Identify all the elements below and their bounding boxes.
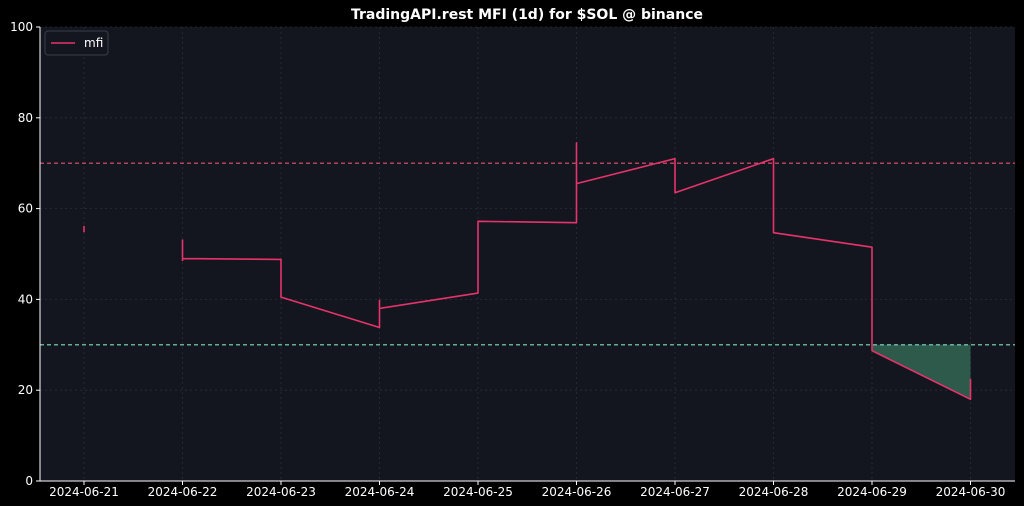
legend-box	[44, 30, 109, 56]
grid	[40, 26, 1015, 482]
threshold-lines	[40, 162, 1015, 346]
x-tick-label: 2024-06-28	[739, 485, 809, 499]
axes	[39, 27, 1015, 482]
legend-label-mfi: mfi	[84, 36, 103, 50]
x-tick-label: 2024-06-26	[542, 485, 612, 499]
x-tick-label: 2024-06-22	[148, 485, 218, 499]
series-layer	[83, 141, 972, 401]
y-tick-label: 40	[18, 292, 33, 306]
x-tick-label: 2024-06-30	[936, 485, 1006, 499]
x-tick-labels: 2024-06-21 2024-06-22 2024-06-23 2024-06-24…	[49, 481, 1005, 499]
x-tick-label: 2024-06-23	[246, 485, 316, 499]
y-tick-label: 0	[25, 474, 33, 488]
y-tick-label: 100	[10, 20, 33, 34]
x-tick-label: 2024-06-25	[443, 485, 513, 499]
legend: mfi	[44, 30, 109, 56]
plot-area	[40, 27, 1015, 481]
x-tick-label: 2024-06-21	[49, 485, 119, 499]
y-tick-label: 20	[18, 383, 33, 397]
x-tick-label: 2024-06-29	[837, 485, 907, 499]
x-tick-label: 2024-06-24	[345, 485, 415, 499]
x-tick-label: 2024-06-27	[640, 485, 710, 499]
y-tick-labels: 0 20 40 60 80 100	[10, 20, 40, 488]
oversold-fill-layer	[872, 344, 971, 400]
y-tick-label: 60	[18, 202, 33, 216]
series-line-mfi-segment-1	[181, 141, 972, 401]
y-tick-label: 80	[18, 111, 33, 125]
oversold-fill	[872, 344, 971, 400]
chart-title: TradingAPI.rest MFI (1d) for $SOL @ bina…	[351, 7, 703, 23]
